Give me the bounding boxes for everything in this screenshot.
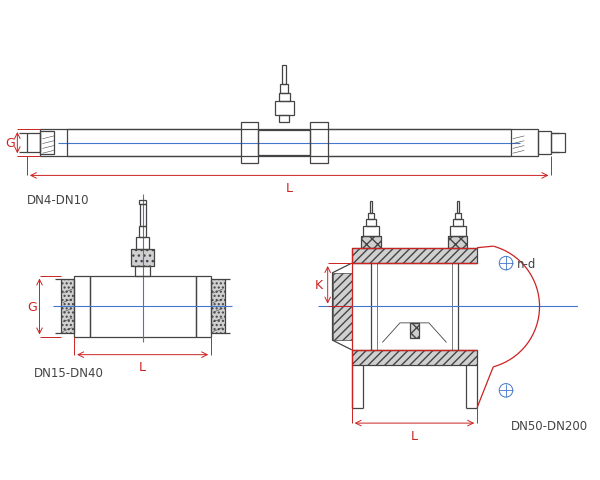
Bar xyxy=(241,123,258,164)
Bar xyxy=(280,84,288,94)
Bar xyxy=(40,132,54,155)
Bar xyxy=(136,238,149,249)
Bar xyxy=(366,219,376,227)
Bar xyxy=(361,237,380,248)
Bar xyxy=(332,273,352,340)
Bar xyxy=(280,116,289,123)
Text: K: K xyxy=(315,279,323,292)
Bar xyxy=(538,132,551,155)
Bar xyxy=(352,248,477,264)
Bar xyxy=(211,280,224,334)
Bar xyxy=(450,227,466,237)
Bar xyxy=(352,350,477,365)
Bar xyxy=(370,202,372,214)
Bar xyxy=(448,237,467,248)
Bar xyxy=(352,350,477,365)
Text: DN50-DN200: DN50-DN200 xyxy=(511,420,588,432)
Text: L: L xyxy=(139,360,146,373)
Bar xyxy=(140,205,146,226)
Bar xyxy=(364,227,379,237)
Bar xyxy=(310,123,328,164)
Bar xyxy=(551,134,565,153)
Bar xyxy=(361,237,380,248)
Bar xyxy=(455,214,461,219)
Bar xyxy=(131,249,154,266)
Bar xyxy=(139,226,146,238)
Bar xyxy=(453,219,463,227)
Bar xyxy=(258,131,310,156)
Bar xyxy=(448,237,467,248)
Bar xyxy=(27,134,40,153)
Bar xyxy=(511,130,538,157)
Text: n-d: n-d xyxy=(517,257,536,270)
Text: G: G xyxy=(5,137,14,150)
Text: DN15-DN40: DN15-DN40 xyxy=(34,366,104,380)
Bar xyxy=(74,276,89,337)
Bar xyxy=(40,130,67,157)
Bar xyxy=(139,200,146,205)
Bar xyxy=(131,249,154,266)
Bar xyxy=(410,323,419,338)
Bar xyxy=(283,65,286,84)
Bar xyxy=(135,266,151,276)
Bar xyxy=(61,280,74,334)
Bar xyxy=(275,102,294,116)
Bar xyxy=(196,276,211,337)
Bar xyxy=(278,94,290,102)
Text: DN4-DN10: DN4-DN10 xyxy=(27,193,89,206)
Text: L: L xyxy=(411,429,418,442)
Bar xyxy=(211,280,224,334)
Bar xyxy=(410,323,419,338)
Bar xyxy=(352,248,477,264)
Text: L: L xyxy=(286,182,293,195)
Bar xyxy=(61,280,74,334)
Text: G: G xyxy=(27,300,37,313)
Bar xyxy=(89,276,196,337)
Bar xyxy=(457,202,459,214)
Bar xyxy=(368,214,374,219)
